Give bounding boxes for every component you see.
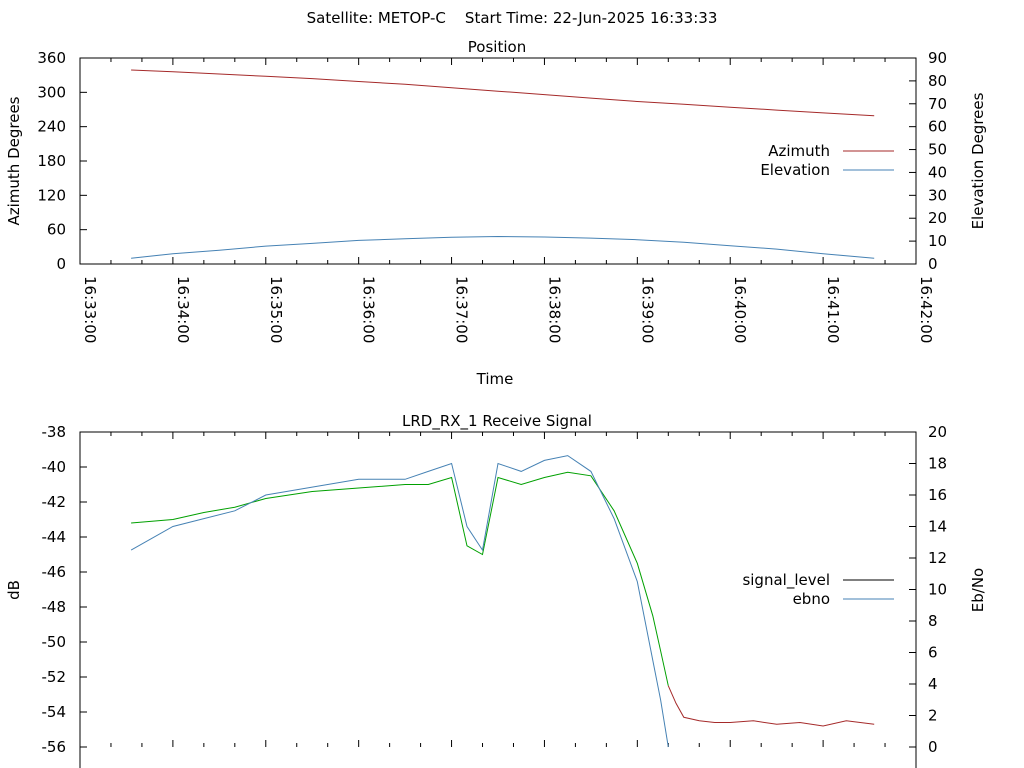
signal-ytick-label: -52 bbox=[42, 668, 67, 686]
position-xlabel: Time bbox=[476, 370, 514, 388]
position-line-elevation bbox=[131, 235, 875, 259]
position-left-axis: 0 60 120 180 240 300 360 bbox=[37, 49, 87, 273]
position-xtick-label: 16:35:00 bbox=[267, 276, 285, 343]
legend-label-elevation: Elevation bbox=[760, 161, 830, 179]
signal-y2tick-label: 10 bbox=[928, 581, 947, 599]
position-y2tick-label: 50 bbox=[928, 141, 947, 159]
signal-y2tick-label: 14 bbox=[928, 518, 947, 536]
position-xtick-label: 16:39:00 bbox=[638, 276, 656, 343]
position-chart: Position 0 60 120 180 240 300 360 0 10 20 30 40 50 6… bbox=[5, 38, 987, 388]
position-ytick-label: 60 bbox=[47, 221, 66, 239]
position-y2tick-label: 0 bbox=[928, 255, 938, 273]
position-ylabel: Azimuth Degrees bbox=[5, 96, 23, 225]
signal-ytick-label: -38 bbox=[42, 423, 67, 441]
position-xtick-label: 16:33:00 bbox=[81, 276, 99, 343]
position-y2tick-label: 20 bbox=[928, 209, 947, 227]
position-xtick-label: 16:38:00 bbox=[545, 276, 563, 343]
signal-y2tick-label: 20 bbox=[928, 423, 947, 441]
position-y2tick-label: 40 bbox=[928, 163, 947, 181]
position-xtick-label: 16:41:00 bbox=[824, 276, 842, 343]
position-ytick-label: 240 bbox=[37, 118, 66, 136]
signal-y2tick-label: 0 bbox=[928, 738, 938, 756]
legend-label-signal-level: signal_level bbox=[742, 571, 830, 590]
signal-chart-title: LRD_RX_1 Receive Signal bbox=[402, 412, 592, 431]
legend-label-ebno: ebno bbox=[793, 590, 830, 608]
position-x-axis: 16:33:00 16:34:00 16:35:00 16:36:00 16:37:00… bbox=[79, 58, 935, 343]
signal-right-axis: 0 2 4 6 8 10 12 14 16 18 20 bbox=[909, 423, 947, 756]
position-xtick-label: 16:37:00 bbox=[453, 276, 471, 343]
position-ytick-label: 300 bbox=[37, 83, 66, 101]
signal-y2tick-label: 4 bbox=[928, 675, 938, 693]
signal-line-ebno bbox=[130, 455, 669, 748]
signal-ytick-label: -50 bbox=[42, 633, 67, 651]
position-y2tick-label: 30 bbox=[928, 186, 947, 204]
signal-x-axis bbox=[79, 432, 917, 747]
position-series bbox=[131, 69, 875, 259]
legend-label-azimuth: Azimuth bbox=[768, 142, 830, 160]
signal-series bbox=[130, 455, 875, 748]
position-right-axis: 0 10 20 30 40 50 60 70 80 90 bbox=[909, 49, 947, 273]
signal-ytick-label: -46 bbox=[42, 563, 67, 581]
signal-left-axis: -56 -54 -52 -50 -48 -46 -44 -42 -40 -38 bbox=[42, 423, 87, 756]
position-ytick-label: 360 bbox=[37, 49, 66, 67]
position-y2tick-label: 10 bbox=[928, 232, 947, 250]
signal-y2tick-label: 8 bbox=[928, 612, 938, 630]
position-xtick-label: 16:34:00 bbox=[174, 276, 192, 343]
signal-plot-frame bbox=[79, 431, 917, 768]
signal-y2tick-label: 16 bbox=[928, 486, 947, 504]
signal-y2tick-label: 12 bbox=[928, 549, 947, 567]
signal-ytick-label: -56 bbox=[42, 738, 67, 756]
position-xtick-label: 16:40:00 bbox=[731, 276, 749, 343]
signal-ytick-label: -40 bbox=[42, 458, 67, 476]
position-ytick-label: 180 bbox=[37, 152, 66, 170]
signal-y2tick-label: 2 bbox=[928, 707, 938, 725]
position-legend: Azimuth Elevation bbox=[760, 142, 894, 179]
position-xtick-label: 16:42:00 bbox=[917, 276, 935, 343]
signal-ytick-label: -54 bbox=[42, 703, 67, 721]
position-ytick-label: 120 bbox=[37, 186, 66, 204]
signal-line-signal-level bbox=[667, 685, 875, 727]
position-ytick-label: 0 bbox=[56, 255, 66, 273]
position-y2tick-label: 90 bbox=[928, 49, 947, 67]
position-y2label: Elevation Degrees bbox=[969, 92, 987, 229]
signal-chart: LRD_RX_1 Receive Signal -56-54-52-50-48-… bbox=[5, 412, 987, 768]
signal-ylabel: dB bbox=[5, 580, 23, 600]
signal-ytick-label: -42 bbox=[42, 493, 67, 511]
position-chart-title: Position bbox=[468, 38, 526, 56]
position-xtick-label: 16:36:00 bbox=[360, 276, 378, 343]
signal-y2tick-label: 18 bbox=[928, 455, 947, 473]
signal-y2tick-label: 6 bbox=[928, 644, 938, 662]
figure-header: Satellite: METOP-C Start Time: 22-Jun-20… bbox=[307, 9, 718, 27]
position-y2tick-label: 60 bbox=[928, 118, 947, 136]
signal-ytick-label: -44 bbox=[42, 528, 67, 546]
signal-legend: signal_level ebno bbox=[742, 571, 894, 608]
signal-y2label: Eb/No bbox=[969, 568, 987, 612]
signal-ytick-label: -48 bbox=[42, 598, 67, 616]
position-y2tick-label: 80 bbox=[928, 72, 947, 90]
position-y2tick-label: 70 bbox=[928, 95, 947, 113]
position-line-azimuth bbox=[131, 69, 875, 117]
